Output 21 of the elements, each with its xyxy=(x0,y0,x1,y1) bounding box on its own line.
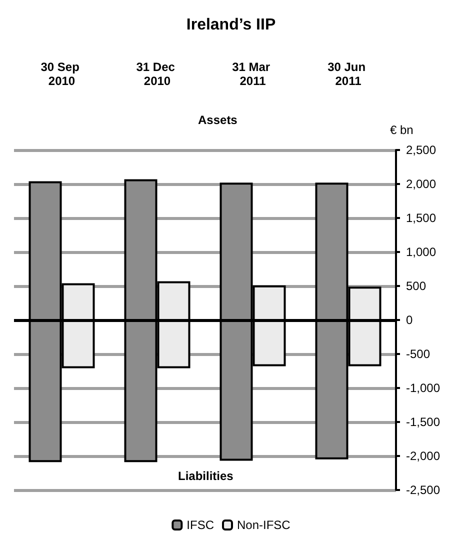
y-tick-label: 1,500 xyxy=(406,211,436,225)
x-tick-label: 31 Mar 2011 xyxy=(232,60,274,88)
y-tick-label: -1,500 xyxy=(406,415,440,429)
legend-label: IFSC xyxy=(186,518,214,532)
chart-title: Ireland’s IIP xyxy=(186,16,276,34)
legend-label: Non-IFSC xyxy=(236,518,291,532)
y-tick-label: 0 xyxy=(406,313,413,327)
y-tick-label: 500 xyxy=(406,279,426,293)
y-tick-label: -2,500 xyxy=(406,483,440,497)
x-tick-label: 30 Jun 2011 xyxy=(328,60,369,88)
y-tick-label: -2,000 xyxy=(406,449,440,463)
annotation: Liabilities xyxy=(178,469,234,483)
y-tick-label: 2,000 xyxy=(406,177,436,191)
x-tick-label: 31 Dec 2010 xyxy=(136,60,178,88)
y-tick-label: 1,000 xyxy=(406,245,436,259)
text: Assets xyxy=(198,113,238,127)
y-tick-label: 2,500 xyxy=(406,143,436,157)
y-axis-title: € bn xyxy=(390,123,414,137)
y-tick-label: -500 xyxy=(406,347,430,361)
x-tick-label: 30 Sep 2010 xyxy=(40,60,83,88)
y-tick-label: -1,000 xyxy=(406,381,440,395)
